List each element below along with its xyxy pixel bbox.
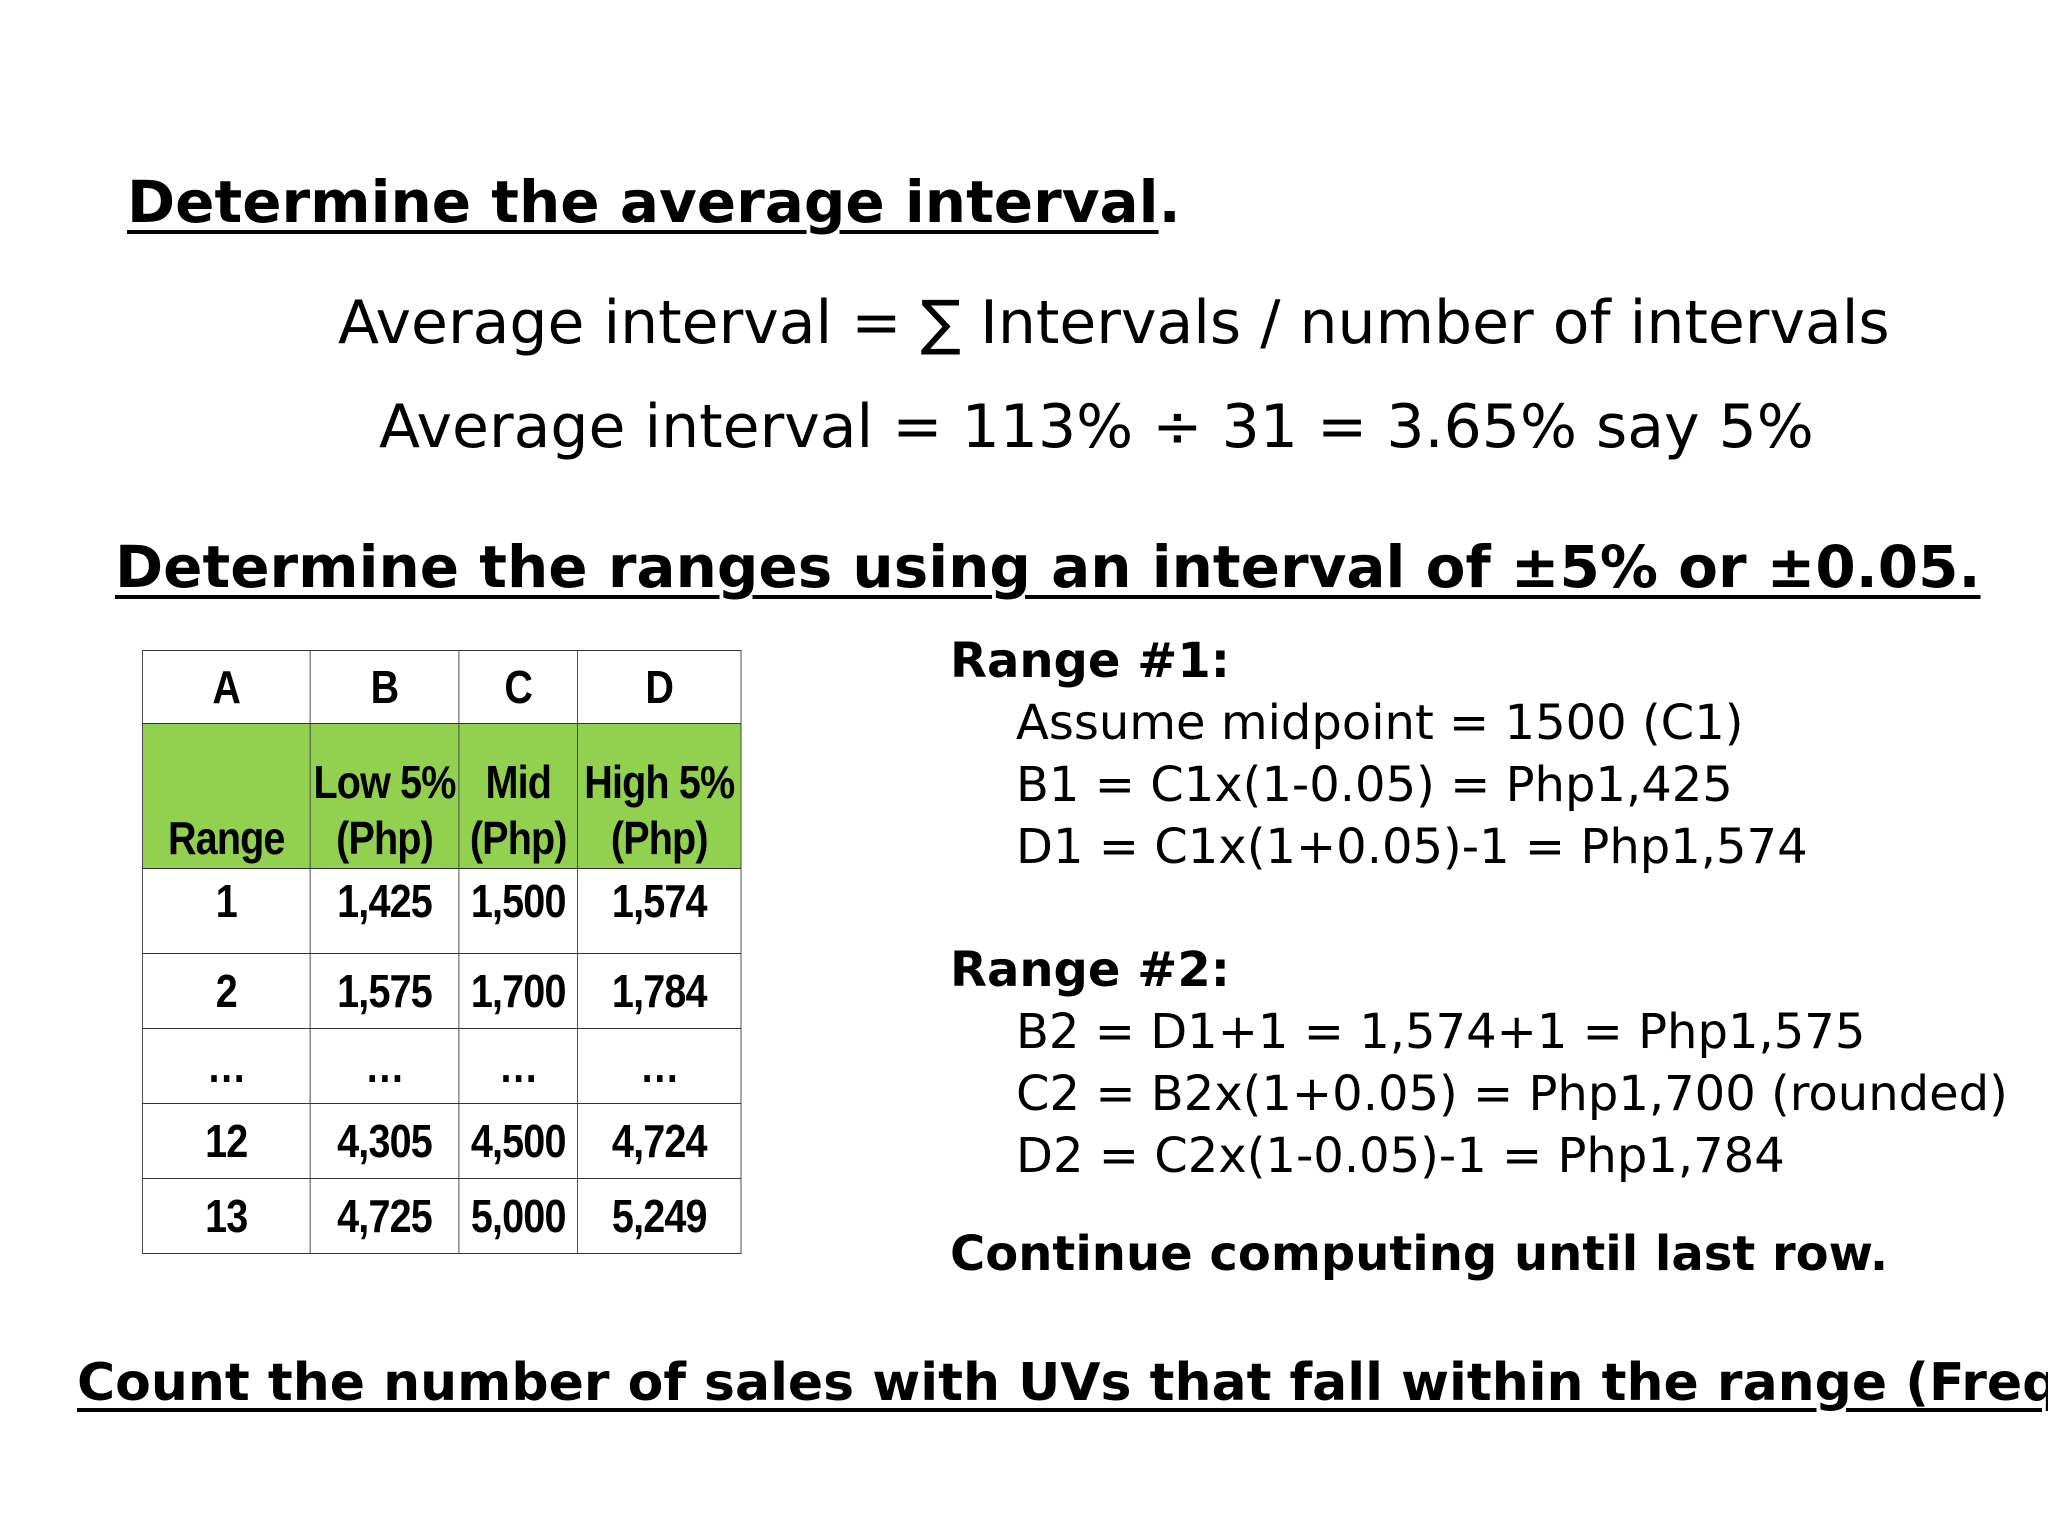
formula-definition: Average interval = ∑ Intervals / number …	[338, 288, 1890, 358]
table-cell: 1,700	[459, 954, 578, 1029]
range-2-line: B2 = D1+1 = 1,574+1 = Php1,575	[950, 1001, 2008, 1063]
table-row: … … … …	[142, 1029, 741, 1104]
table-cell: 1,574	[578, 869, 741, 954]
heading-determine-ranges: Determine the ranges using an interval o…	[115, 533, 1981, 601]
table-row: 2 1,575 1,700 1,784	[142, 954, 741, 1029]
column-letter: B	[310, 651, 459, 724]
header-low: Low 5% (Php)	[310, 724, 459, 869]
header-mid: Mid (Php)	[459, 724, 578, 869]
range-2-line: C2 = B2x(1+0.05) = Php1,700 (rounded)	[950, 1063, 2008, 1125]
heading-average-interval: Determine the average interval.	[127, 168, 1181, 236]
table-cell: …	[459, 1029, 578, 1104]
range-table: A B C D Range Low 5% (Php) Mid (Php) High …	[142, 650, 741, 1254]
continue-note: Continue computing until last row.	[950, 1226, 1888, 1282]
header-range: Range	[142, 724, 310, 869]
range-2-note: Range #2: B2 = D1+1 = 1,574+1 = Php1,575…	[950, 939, 2008, 1187]
table-cell: 12	[142, 1104, 310, 1179]
table-column-letters: A B C D	[142, 651, 741, 724]
column-letter: A	[142, 651, 310, 724]
table-header-row: Range Low 5% (Php) Mid (Php) High 5% (Php)	[142, 724, 741, 869]
table-cell: 1,500	[459, 869, 578, 954]
table-row: 12 4,305 4,500 4,724	[142, 1104, 741, 1179]
range-1-note: Range #1: Assume midpoint = 1500 (C1) B1…	[950, 630, 1808, 878]
table-cell: 2	[142, 954, 310, 1029]
table-cell: 4,724	[578, 1104, 741, 1179]
table-cell: …	[310, 1029, 459, 1104]
table-cell: 4,725	[310, 1179, 459, 1254]
table-cell: 1,784	[578, 954, 741, 1029]
formula-computation: Average interval = 113% ÷ 31 = 3.65% say…	[379, 392, 1814, 462]
range-1-label: Range #1:	[950, 633, 1230, 689]
range-1-line: Assume midpoint = 1500 (C1)	[950, 692, 1808, 754]
table-cell: 4,305	[310, 1104, 459, 1179]
header-high: High 5% (Php)	[578, 724, 741, 869]
range-1-line: D1 = C1x(1+0.05)-1 = Php1,574	[950, 816, 1808, 878]
table-cell: 5,000	[459, 1179, 578, 1254]
table-cell: 5,249	[578, 1179, 741, 1254]
table-row: 13 4,725 5,000 5,249	[142, 1179, 741, 1254]
table-cell: 1,575	[310, 954, 459, 1029]
table-cell: 1	[142, 869, 310, 954]
table-row: 1 1,425 1,500 1,574	[142, 869, 741, 954]
column-letter: C	[459, 651, 578, 724]
table-cell: 1,425	[310, 869, 459, 954]
table-cell: …	[578, 1029, 741, 1104]
table-cell: 4,500	[459, 1104, 578, 1179]
column-letter: D	[578, 651, 741, 724]
heading-count-sales: Count the number of sales with UVs that …	[77, 1353, 2048, 1413]
table-cell: 13	[142, 1179, 310, 1254]
range-2-label: Range #2:	[950, 942, 1230, 998]
range-1-line: B1 = C1x(1-0.05) = Php1,425	[950, 754, 1808, 816]
table-cell: …	[142, 1029, 310, 1104]
range-2-line: D2 = C2x(1-0.05)-1 = Php1,784	[950, 1125, 2008, 1187]
